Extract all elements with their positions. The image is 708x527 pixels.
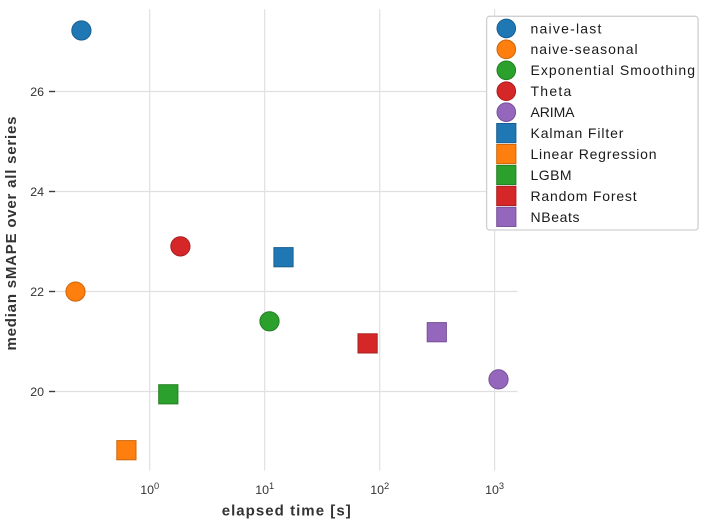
svg-text:elapsed time [s]: elapsed time [s]: [222, 502, 351, 519]
svg-text:Linear Regression: Linear Regression: [531, 146, 657, 162]
svg-text:26: 26: [30, 85, 44, 99]
svg-text:NBeats: NBeats: [531, 209, 580, 225]
svg-text:LGBM: LGBM: [531, 167, 572, 183]
svg-text:103: 103: [485, 481, 504, 497]
svg-text:Random Forest: Random Forest: [531, 188, 637, 204]
svg-text:101: 101: [255, 481, 274, 497]
svg-text:100: 100: [140, 481, 159, 497]
svg-text:24: 24: [30, 185, 44, 199]
svg-text:median sMAPE over all series: median sMAPE over all series: [3, 117, 20, 351]
svg-text:Exponential Smoothing: Exponential Smoothing: [531, 62, 696, 78]
svg-text:Theta: Theta: [531, 83, 572, 99]
svg-text:20: 20: [30, 385, 44, 399]
svg-text:102: 102: [370, 481, 389, 497]
svg-text:naive-last: naive-last: [531, 20, 602, 36]
svg-text:22: 22: [30, 285, 44, 299]
svg-text:ARIMA: ARIMA: [531, 104, 576, 120]
svg-text:Kalman Filter: Kalman Filter: [531, 125, 624, 141]
svg-text:naive-seasonal: naive-seasonal: [531, 41, 638, 57]
